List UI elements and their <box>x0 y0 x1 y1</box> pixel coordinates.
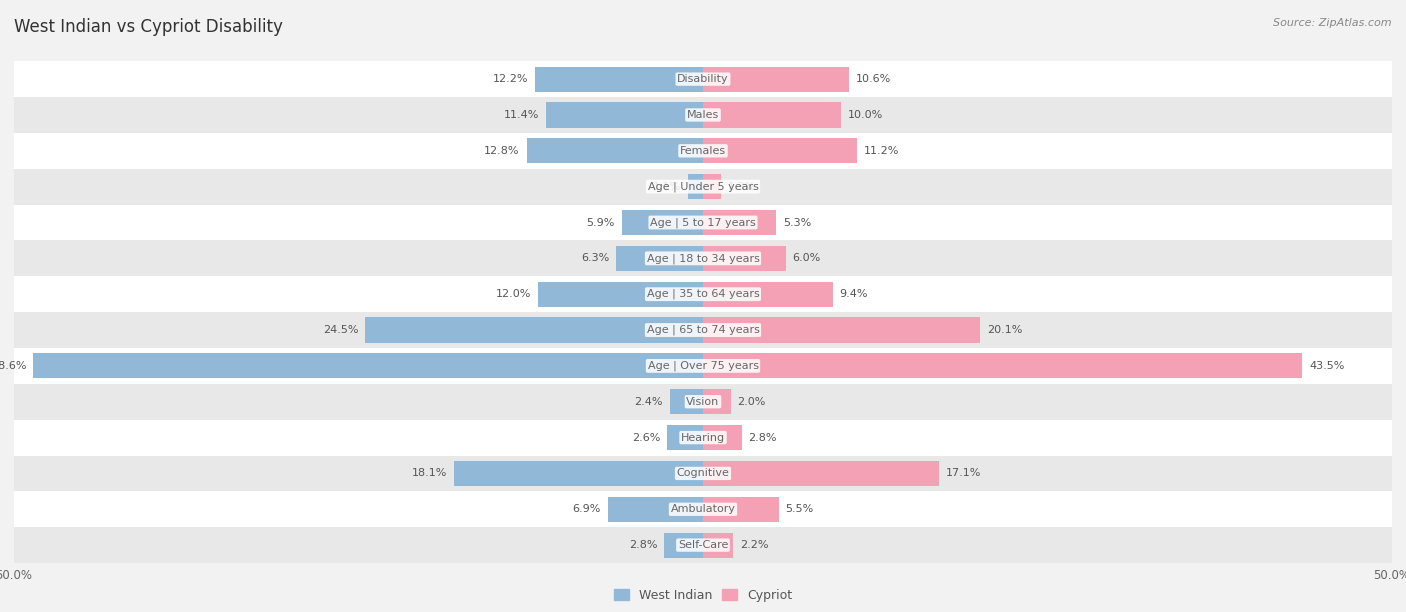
Bar <box>527 138 703 163</box>
Bar <box>607 497 703 522</box>
Text: 43.5%: 43.5% <box>1309 361 1344 371</box>
Bar <box>703 318 980 343</box>
Bar <box>14 455 1392 491</box>
Text: Disability: Disability <box>678 74 728 84</box>
Bar <box>14 312 1392 348</box>
Text: 1.1%: 1.1% <box>652 182 681 192</box>
Bar <box>703 210 776 235</box>
Bar <box>14 384 1392 420</box>
Bar <box>703 246 786 271</box>
Bar <box>703 67 849 92</box>
Text: 5.9%: 5.9% <box>586 217 614 228</box>
Text: 2.8%: 2.8% <box>628 540 658 550</box>
Bar <box>669 389 703 414</box>
Text: 18.1%: 18.1% <box>412 468 447 479</box>
Bar <box>14 133 1392 169</box>
Text: 6.9%: 6.9% <box>572 504 600 514</box>
Text: 48.6%: 48.6% <box>0 361 27 371</box>
Text: Self-Care: Self-Care <box>678 540 728 550</box>
Bar <box>534 67 703 92</box>
Text: Ambulatory: Ambulatory <box>671 504 735 514</box>
Text: 10.6%: 10.6% <box>856 74 891 84</box>
Bar <box>14 491 1392 527</box>
Bar <box>14 276 1392 312</box>
Text: 12.2%: 12.2% <box>492 74 529 84</box>
Text: 20.1%: 20.1% <box>987 325 1022 335</box>
Text: 5.5%: 5.5% <box>786 504 814 514</box>
Text: West Indian vs Cypriot Disability: West Indian vs Cypriot Disability <box>14 18 283 36</box>
Bar <box>14 241 1392 276</box>
Text: 12.8%: 12.8% <box>484 146 520 156</box>
Text: Age | Over 75 years: Age | Over 75 years <box>648 360 758 371</box>
Text: Age | Under 5 years: Age | Under 5 years <box>648 181 758 192</box>
Text: Hearing: Hearing <box>681 433 725 442</box>
Bar <box>454 461 703 486</box>
Bar <box>665 532 703 558</box>
Text: Cognitive: Cognitive <box>676 468 730 479</box>
Bar <box>703 389 731 414</box>
Text: 6.3%: 6.3% <box>581 253 609 263</box>
Text: 2.4%: 2.4% <box>634 397 664 407</box>
Bar <box>616 246 703 271</box>
Text: Age | 65 to 74 years: Age | 65 to 74 years <box>647 325 759 335</box>
Text: 9.4%: 9.4% <box>839 289 868 299</box>
Bar <box>668 425 703 450</box>
Bar <box>14 420 1392 455</box>
Text: Age | 5 to 17 years: Age | 5 to 17 years <box>650 217 756 228</box>
Bar <box>703 497 779 522</box>
Bar <box>366 318 703 343</box>
Bar <box>14 97 1392 133</box>
Bar <box>14 169 1392 204</box>
Text: 6.0%: 6.0% <box>793 253 821 263</box>
Bar <box>14 348 1392 384</box>
Bar <box>14 527 1392 563</box>
Legend: West Indian, Cypriot: West Indian, Cypriot <box>609 584 797 607</box>
Bar <box>703 282 832 307</box>
Bar <box>703 353 1302 378</box>
Text: 2.6%: 2.6% <box>631 433 661 442</box>
Text: Vision: Vision <box>686 397 720 407</box>
Text: Males: Males <box>688 110 718 120</box>
Bar <box>537 282 703 307</box>
Text: Age | 18 to 34 years: Age | 18 to 34 years <box>647 253 759 264</box>
Bar <box>621 210 703 235</box>
Text: 17.1%: 17.1% <box>945 468 981 479</box>
Bar <box>703 174 721 200</box>
Text: 11.2%: 11.2% <box>865 146 900 156</box>
Bar <box>14 61 1392 97</box>
Bar <box>703 461 939 486</box>
Bar <box>703 138 858 163</box>
Text: 11.4%: 11.4% <box>503 110 538 120</box>
Text: Females: Females <box>681 146 725 156</box>
Text: Age | 35 to 64 years: Age | 35 to 64 years <box>647 289 759 299</box>
Bar <box>703 102 841 127</box>
Bar <box>688 174 703 200</box>
Bar <box>14 204 1392 241</box>
Text: 12.0%: 12.0% <box>495 289 531 299</box>
Bar <box>703 532 734 558</box>
Text: 10.0%: 10.0% <box>848 110 883 120</box>
Text: 24.5%: 24.5% <box>323 325 359 335</box>
Text: 2.2%: 2.2% <box>740 540 769 550</box>
Text: 2.0%: 2.0% <box>738 397 766 407</box>
Bar <box>546 102 703 127</box>
Text: 5.3%: 5.3% <box>783 217 811 228</box>
Bar <box>703 425 741 450</box>
Text: 1.3%: 1.3% <box>728 182 756 192</box>
Text: Source: ZipAtlas.com: Source: ZipAtlas.com <box>1274 18 1392 28</box>
Bar <box>34 353 703 378</box>
Text: 2.8%: 2.8% <box>748 433 778 442</box>
